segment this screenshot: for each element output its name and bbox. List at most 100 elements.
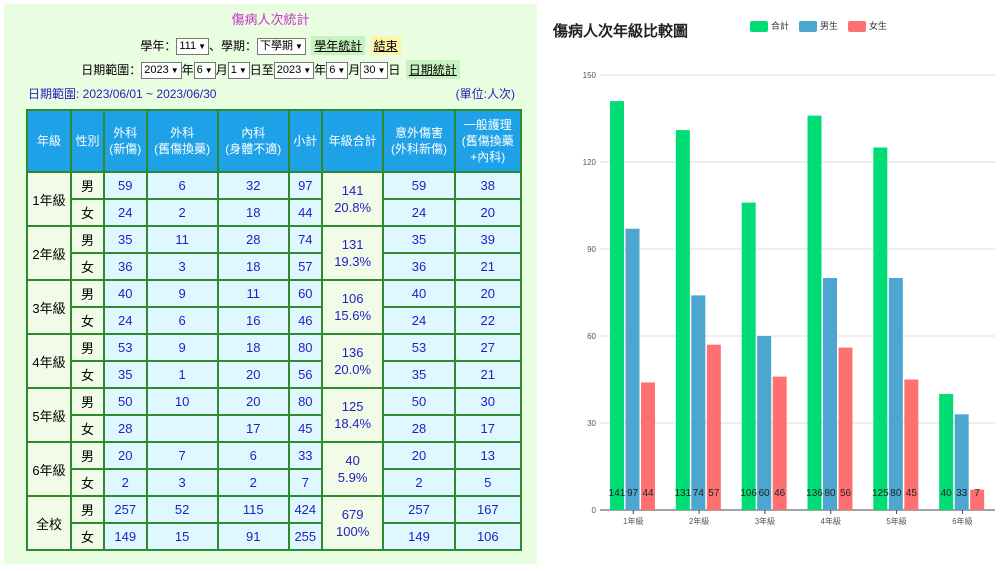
accident-cell: 35 [384,227,454,252]
to-year-select[interactable]: 2023 ▼ [273,62,315,80]
bar [691,295,706,510]
grade-cell: 4年級 [28,335,70,387]
grade-total-percent: 5.9% [337,470,368,485]
care-cell: 27 [455,335,520,360]
surg_old-cell: 6 [147,173,217,198]
bar [641,382,655,510]
internal-cell: 20 [218,389,288,414]
surg_new-cell: 59 [105,173,146,198]
surg_new-cell: 24 [105,200,146,225]
accident-cell: 28 [384,416,454,441]
sex-cell: 男 [72,389,103,414]
accident-cell: 149 [384,524,454,549]
grade-total-cell: 125 18.4% [322,389,383,441]
subtotal-cell: 44 [289,200,321,225]
to-month-suffix: 月 [348,63,361,77]
legend-item[interactable]: 女生 [848,21,888,33]
data-label: 60 [759,488,771,499]
grade-total-percent: 20.8% [334,200,372,215]
chart-legend: 合計 男生 女生 [750,19,897,33]
bar [888,278,903,510]
table-row: 全校男 257 52 115 424 679 100% 257 167 [28,497,520,549]
unit-text: (單位:人次) [455,87,515,101]
legend-label: 女生 [869,21,888,31]
internal-cell: 115 [218,497,288,522]
data-label: 44 [642,488,654,499]
year-stats-button[interactable]: 學年統計 [311,36,366,55]
year-select[interactable]: 111 ▼ [176,38,209,56]
care-cell: 167 [455,497,520,522]
surg_new-cell: 35 [105,227,146,252]
sex-cell: 女 [72,470,103,495]
legend-item[interactable]: 合計 [750,21,789,33]
y-tick-label: 150 [583,71,597,80]
subtotal-cell: 97 [289,173,321,198]
column-header: 外科 (舊傷換藥) [147,111,217,171]
to-month-select[interactable]: 6 ▼ [326,62,349,80]
legend-swatch [848,21,867,33]
bar [823,278,837,510]
surg_new-cell: 36 [105,254,146,279]
care-cell: 30 [455,389,520,414]
bar [873,147,888,510]
internal-cell: 17 [218,416,288,441]
from-year-select[interactable]: 2023 ▼ [141,62,182,80]
x-tick-label: 1年級 [623,516,643,526]
end-button[interactable]: 結束 [370,36,401,55]
sex-cell: 男 [72,497,103,522]
bar [706,344,721,510]
chart-title: 傷病人次年級比較圖 [553,23,689,40]
column-header: 年級合計 [322,111,383,171]
date-range-row: 日期範圍： 2023 ▼ 年 6 ▼ 月 1 ▼ 日至 2023 ▼ 年 6 ▼ 月 30 ▼ 日 日期統計 [4,60,537,80]
table-row: 4年級男 53 9 18 80 136 20.0% 53 27 [28,335,520,387]
stats-panel: 傷病人次統計 學年： 111 ▼ 、學期： 下學期 ▼ 學年統計 結束 日期範圍： 2023… [4,4,537,564]
table-row: 女 149 15 91 255 149 106 [28,524,520,549]
page-title: 傷病人次統計 [231,12,310,27]
y-tick-label: 60 [587,332,596,341]
internal-cell: 32 [218,173,288,198]
surg_new-cell: 28 [105,416,146,441]
legend-label: 男生 [820,21,839,31]
subtotal-cell: 80 [289,389,321,414]
grade-total-value: 40 [345,453,360,468]
column-header: 一般護理 (舊傷換藥 +內科) [455,111,520,171]
data-label: 80 [824,488,836,499]
surg_old-cell: 2 [147,200,217,225]
data-label: 80 [890,488,902,499]
table-row: 5年級男 50 10 20 80 125 18.4% 50 30 [28,389,520,441]
bar [625,228,640,510]
date-stats-button[interactable]: 日期統計 [405,60,460,79]
accident-cell: 36 [384,254,454,279]
data-label: 125 [872,488,889,499]
term-select[interactable]: 下學期 ▼ [257,38,306,56]
from-day-select[interactable]: 1 ▼ [227,62,250,80]
grade-cell: 3年級 [28,281,70,333]
grade-total-value: 679 [341,507,364,522]
subtotal-cell: 424 [289,497,321,522]
bar [757,336,772,510]
column-header: 性別 [72,111,103,171]
table-row: 1年級男 59 6 32 97 141 20.8% 59 38 [28,173,520,225]
table-row: 2年級男 35 11 28 74 131 19.3% 35 39 [28,227,520,279]
to-day-suffix: 日 [388,63,401,77]
y-tick-label: 90 [587,245,596,254]
bar [675,130,690,510]
surg_new-cell: 53 [105,335,146,360]
internal-cell: 16 [218,308,288,333]
surg_old-cell: 52 [147,497,217,522]
table-row: 女 35 1 20 56 35 21 [28,362,520,387]
legend-swatch [799,21,818,33]
column-header: 年級 [28,111,70,171]
from-month-select[interactable]: 6 ▼ [193,62,216,80]
care-cell: 22 [455,308,520,333]
surg_old-cell: 9 [147,335,217,360]
sex-cell: 男 [72,281,103,306]
data-label: 131 [674,488,691,499]
column-header: 意外傷害 (外科新傷) [384,111,454,171]
sex-cell: 男 [72,173,103,198]
accident-cell: 2 [384,470,454,495]
to-day-select[interactable]: 30 ▼ [360,62,389,80]
legend-item[interactable]: 男生 [799,21,839,33]
date-range-label: 日期範圍： [81,63,142,77]
